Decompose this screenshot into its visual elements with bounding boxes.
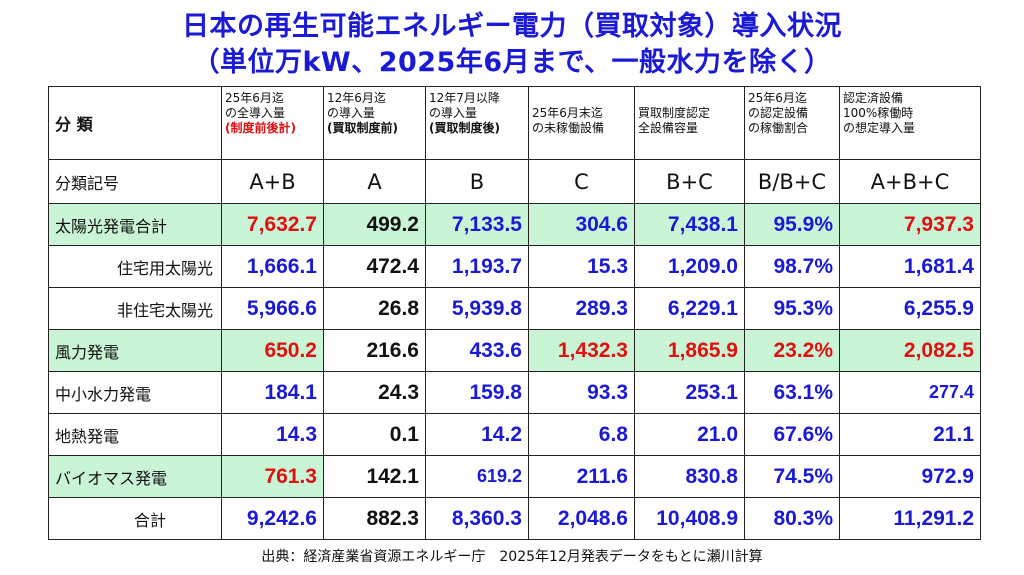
table-cell: 95.3%	[744, 287, 840, 330]
symbol-cell: B	[425, 159, 529, 204]
table-cell: 6,255.9	[839, 287, 981, 330]
row-label: 合計	[48, 497, 222, 540]
table-cell: 159.8	[425, 371, 529, 414]
page-subtitle: （単位万kW、2025年6月まで、一般水力を除く）	[192, 47, 832, 78]
table-cell: 14.2	[425, 413, 529, 456]
symbol-row-label: 分類記号	[48, 159, 222, 204]
data-table: 分 類 25年6月迄 の全導入量 (制度前後計) 12年6月迄 の導入量 (買取…	[48, 86, 981, 540]
table-cell: 304.6	[528, 203, 635, 246]
table-row-residential-solar: 住宅用太陽光 1,666.1 472.4 1,193.7 15.3 1,209.…	[48, 245, 981, 288]
table-row-solar-total: 太陽光発電合計 7,632.7 499.2 7,133.5 304.6 7,43…	[48, 203, 981, 246]
table-cell: 277.4	[839, 371, 981, 414]
symbol-row: 分類記号 A+B A B C B+C B/B+C A+B+C	[48, 159, 981, 204]
table-cell: 63.1%	[744, 371, 840, 414]
table-cell: 7,632.7	[221, 203, 324, 246]
table-cell: 11,291.2	[839, 497, 981, 540]
table-row-wind: 風力発電 650.2 216.6 433.6 1,432.3 1,865.9 2…	[48, 329, 981, 372]
table-cell: 15.3	[528, 245, 635, 288]
table-cell: 650.2	[221, 329, 324, 372]
table-cell: 21.0	[634, 413, 745, 456]
table-cell: 8,360.3	[425, 497, 529, 540]
table-cell: 289.3	[528, 287, 635, 330]
table-cell: 882.3	[323, 497, 426, 540]
table-cell: 830.8	[634, 455, 745, 498]
table-row-nonresidential-solar: 非住宅太陽光 5,966.6 26.8 5,939.8 289.3 6,229.…	[48, 287, 981, 330]
table-cell: 93.3	[528, 371, 635, 414]
table-cell: 184.1	[221, 371, 324, 414]
header-col3: 12年7月以降 の導入量 (買取制度後)	[425, 86, 529, 160]
header-category: 分 類	[48, 86, 222, 160]
table-row-small-hydro: 中小水力発電 184.1 24.3 159.8 93.3 253.1 63.1%…	[48, 371, 981, 414]
table-cell: 7,133.5	[425, 203, 529, 246]
row-label: 太陽光発電合計	[48, 203, 222, 246]
source-note: 出典：経済産業省資源エネルギー庁 2025年12月発表データをもとに瀬川計算	[261, 549, 763, 565]
table-cell: 95.9%	[744, 203, 840, 246]
table-row-total: 合計 9,242.6 882.3 8,360.3 2,048.6 10,408.…	[48, 497, 981, 540]
row-label: 住宅用太陽光	[48, 245, 222, 288]
symbol-cell: B+C	[634, 159, 745, 204]
header-col6: 25年6月迄 の認定設備 の稼働割合	[744, 86, 840, 160]
table-cell: 98.7%	[744, 245, 840, 288]
table-cell: 619.2	[425, 455, 529, 498]
table-cell: 1,193.7	[425, 245, 529, 288]
table-cell: 7,438.1	[634, 203, 745, 246]
table-cell: 26.8	[323, 287, 426, 330]
table-cell: 5,966.6	[221, 287, 324, 330]
row-label: 非住宅太陽光	[48, 287, 222, 330]
table-cell: 1,681.4	[839, 245, 981, 288]
table-cell: 1,432.3	[528, 329, 635, 372]
table-cell: 211.6	[528, 455, 635, 498]
table-cell: 972.9	[839, 455, 981, 498]
row-label: バイオマス発電	[48, 455, 222, 498]
table-cell: 0.1	[323, 413, 426, 456]
table-cell: 21.1	[839, 413, 981, 456]
table-cell: 216.6	[323, 329, 426, 372]
table-cell: 23.2%	[744, 329, 840, 372]
symbol-cell: A	[323, 159, 426, 204]
symbol-cell: B/B+C	[744, 159, 840, 204]
table-cell: 80.3%	[744, 497, 840, 540]
table-cell: 74.5%	[744, 455, 840, 498]
table-cell: 7,937.3	[839, 203, 981, 246]
header-col7: 認定済設備 100%稼働時 の想定導入量	[839, 86, 981, 160]
row-label: 地熱発電	[48, 413, 222, 456]
table-header-row: 分 類 25年6月迄 の全導入量 (制度前後計) 12年6月迄 の導入量 (買取…	[48, 86, 981, 160]
row-label: 風力発電	[48, 329, 222, 372]
table-cell: 6.8	[528, 413, 635, 456]
row-label: 中小水力発電	[48, 371, 222, 414]
table-cell: 6,229.1	[634, 287, 745, 330]
header-col4: 25年6月末迄 の未稼働設備	[528, 86, 635, 160]
header-col5: 買取制度認定 全設備容量	[634, 86, 745, 160]
symbol-cell: A+B+C	[839, 159, 981, 204]
table-cell: 761.3	[221, 455, 324, 498]
table-cell: 14.3	[221, 413, 324, 456]
table-cell: 142.1	[323, 455, 426, 498]
table-cell: 1,209.0	[634, 245, 745, 288]
symbol-cell: A+B	[221, 159, 324, 204]
header-col1: 25年6月迄 の全導入量 (制度前後計)	[221, 86, 324, 160]
table-cell: 253.1	[634, 371, 745, 414]
page-title: 日本の再生可能エネルギー電力（買取対象）導入状況	[182, 11, 842, 42]
table-cell: 1,865.9	[634, 329, 745, 372]
table-cell: 10,408.9	[634, 497, 745, 540]
table-cell: 2,048.6	[528, 497, 635, 540]
table-cell: 9,242.6	[221, 497, 324, 540]
header-col2: 12年6月迄 の導入量 (買取制度前)	[323, 86, 426, 160]
table-cell: 5,939.8	[425, 287, 529, 330]
table-row-geothermal: 地熱発電 14.3 0.1 14.2 6.8 21.0 67.6% 21.1	[48, 413, 981, 456]
table-cell: 67.6%	[744, 413, 840, 456]
symbol-cell: C	[528, 159, 635, 204]
table-cell: 472.4	[323, 245, 426, 288]
table-row-biomass: バイオマス発電 761.3 142.1 619.2 211.6 830.8 74…	[48, 455, 981, 498]
table-cell: 433.6	[425, 329, 529, 372]
table-cell: 499.2	[323, 203, 426, 246]
table-cell: 24.3	[323, 371, 426, 414]
table-cell: 1,666.1	[221, 245, 324, 288]
table-cell: 2,082.5	[839, 329, 981, 372]
